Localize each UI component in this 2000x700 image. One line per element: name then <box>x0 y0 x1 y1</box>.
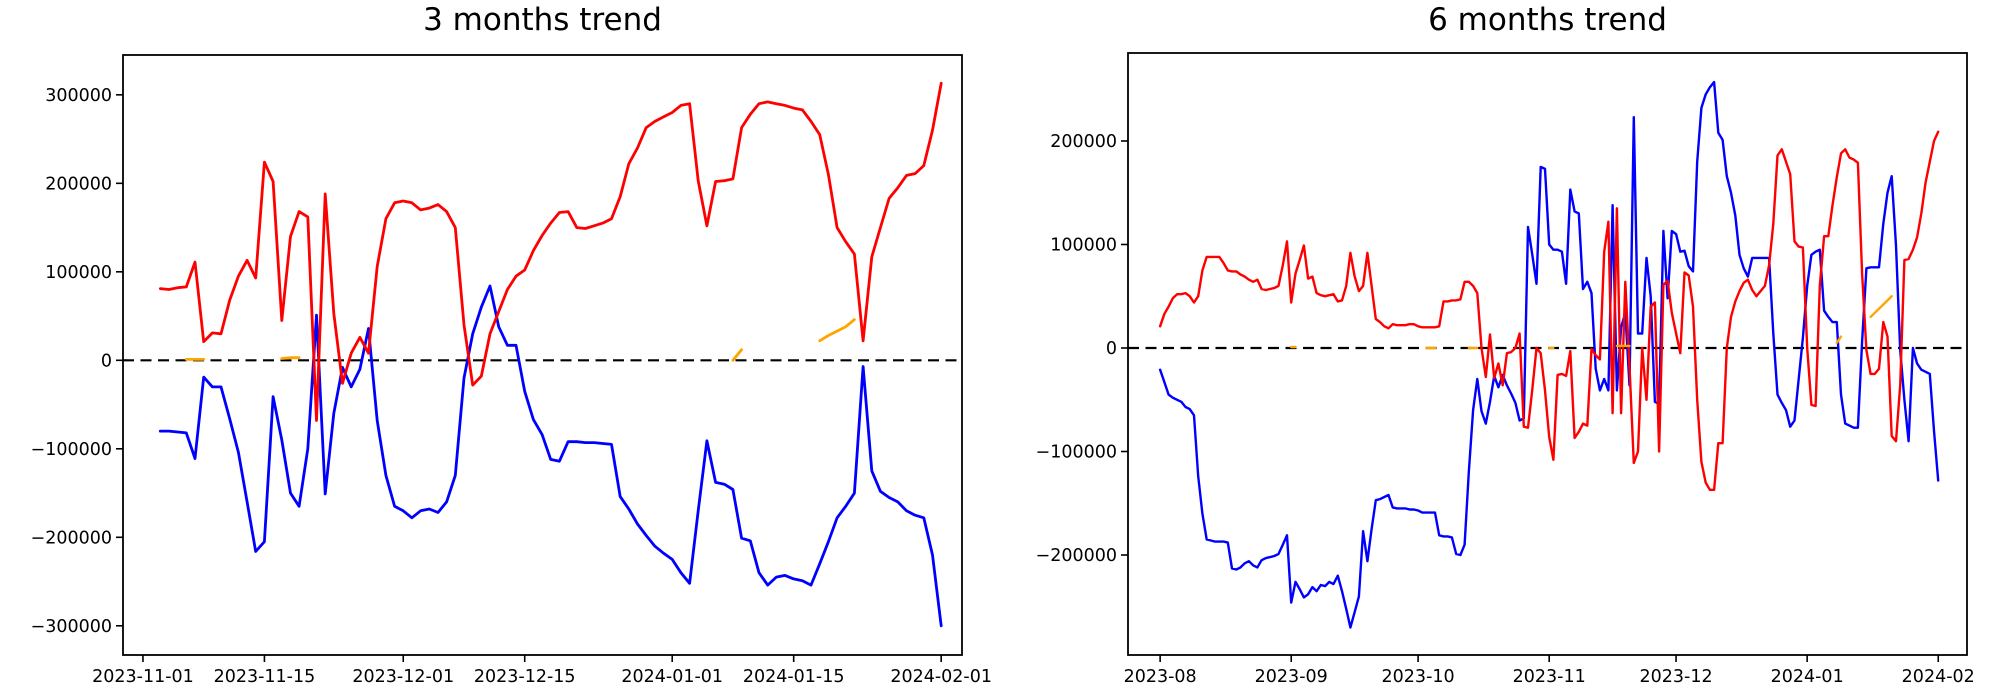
y-tick-label: −200000 <box>1036 546 1117 566</box>
series-orange-segment <box>818 318 856 343</box>
chart-6-months: 2023-08 2023-09 2023-10 2023-11 2023-12 2024-… <box>1036 52 1975 687</box>
y-tick-label: 200000 <box>45 174 112 194</box>
chart-3-months: 2023-11-01 2023-11-15 2023-12-01 2023-12-15… <box>31 54 992 687</box>
y-tick-label: 100000 <box>1050 235 1117 255</box>
x-tick-label: 2024-02-01 <box>890 667 992 687</box>
chart-title-3-months: 3 months trend <box>423 2 662 38</box>
x-tick-label: 2024-01-01 <box>621 667 723 687</box>
y-tick-label: 0 <box>101 351 112 371</box>
x-tick-label: 2024-01 <box>1771 667 1844 687</box>
y-tick-label: 300000 <box>45 86 112 106</box>
y-tick-label: 0 <box>1106 339 1117 359</box>
series-orange-segment <box>280 356 301 360</box>
series-orange-segment <box>1869 295 1893 319</box>
y-tick-label: −100000 <box>31 440 112 460</box>
series-red-line <box>158 81 943 422</box>
x-tick-label: 2023-11-01 <box>92 667 194 687</box>
x-tick-label: 2024-02 <box>1902 667 1975 687</box>
x-tick-label: 2023-11 <box>1513 667 1586 687</box>
x-tick-label: 2023-08 <box>1124 667 1197 687</box>
x-tick-label: 2023-12 <box>1639 667 1712 687</box>
series-blue-line <box>1158 80 1940 629</box>
x-tick-label: 2023-10 <box>1382 667 1455 687</box>
x-tick-label: 2023-12-15 <box>474 667 576 687</box>
plot-spines <box>1127 52 1968 656</box>
chart-title-6-months: 6 months trend <box>1428 2 1667 38</box>
y-tick-label: 100000 <box>45 263 112 283</box>
series-blue-line <box>158 284 943 628</box>
series-orange-segment <box>731 348 743 362</box>
x-tick-label: 2023-09 <box>1255 667 1328 687</box>
x-tick-label: 2023-11-15 <box>214 667 316 687</box>
y-tick-label: 200000 <box>1050 132 1117 152</box>
y-tick-label: −300000 <box>31 617 112 637</box>
y-tick-label: −100000 <box>1036 443 1117 463</box>
y-tick-label: −200000 <box>31 528 112 548</box>
series-red-line <box>1158 130 1940 491</box>
series-orange-segment <box>1835 335 1843 344</box>
plot-spines <box>122 54 963 656</box>
x-tick-label: 2024-01-15 <box>743 667 845 687</box>
x-tick-label: 2023-12-01 <box>352 667 454 687</box>
